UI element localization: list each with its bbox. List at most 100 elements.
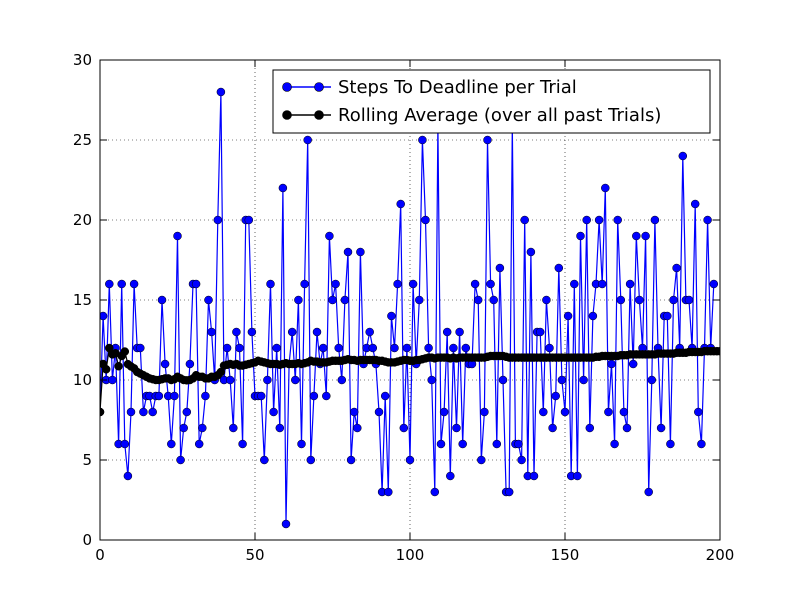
data-point xyxy=(449,343,458,353)
data-point xyxy=(204,295,213,305)
data-point xyxy=(337,375,347,385)
data-point xyxy=(619,407,629,417)
data-point xyxy=(666,439,675,449)
data-point xyxy=(291,375,300,385)
data-point xyxy=(207,327,216,337)
data-point xyxy=(374,407,384,417)
data-point xyxy=(278,183,288,193)
data-point xyxy=(477,455,486,465)
data-point xyxy=(256,391,266,401)
data-point xyxy=(697,439,706,449)
data-point xyxy=(160,359,170,369)
data-point xyxy=(647,375,657,385)
data-point xyxy=(198,423,207,433)
data-point xyxy=(486,279,495,289)
data-point xyxy=(495,263,505,273)
data-point xyxy=(650,215,660,225)
data-point xyxy=(669,295,678,305)
data-point xyxy=(520,215,529,225)
data-point xyxy=(548,423,557,433)
data-point xyxy=(340,295,350,305)
data-point xyxy=(641,231,650,241)
data-point xyxy=(424,343,433,353)
data-point xyxy=(303,135,312,145)
data-point xyxy=(517,455,526,465)
data-point xyxy=(173,231,182,241)
data-point xyxy=(526,247,536,257)
legend-marker-steps xyxy=(282,82,292,92)
data-point xyxy=(588,311,598,321)
data-point xyxy=(458,439,467,449)
data-point xyxy=(126,407,136,417)
data-point xyxy=(672,263,681,273)
data-point xyxy=(272,343,281,353)
y-tick-label: 25 xyxy=(73,131,92,149)
x-tick-label: 50 xyxy=(245,546,264,564)
data-point xyxy=(563,311,573,321)
data-point xyxy=(387,311,396,321)
data-point xyxy=(545,343,554,353)
data-point xyxy=(542,295,551,305)
data-point xyxy=(356,247,365,257)
data-point xyxy=(343,247,353,257)
data-point xyxy=(625,279,635,289)
data-point xyxy=(136,343,145,353)
data-point xyxy=(100,311,108,321)
data-point xyxy=(179,423,188,433)
data-point xyxy=(154,391,164,401)
data-point xyxy=(461,343,471,353)
data-point xyxy=(287,327,297,337)
data-point xyxy=(191,279,201,289)
data-point xyxy=(266,279,275,289)
data-point xyxy=(439,407,449,417)
data-point xyxy=(709,279,719,289)
data-point xyxy=(418,135,427,145)
data-point xyxy=(601,183,610,193)
data-point xyxy=(622,423,632,433)
y-tick-label: 30 xyxy=(73,51,92,69)
data-point xyxy=(408,279,418,289)
x-tick-label: 100 xyxy=(396,546,425,564)
data-point xyxy=(194,439,204,449)
data-point xyxy=(318,343,328,353)
data-point xyxy=(325,231,334,241)
data-point xyxy=(380,391,390,401)
data-point xyxy=(594,215,604,225)
x-tick-label: 150 xyxy=(551,546,580,564)
data-point xyxy=(123,471,133,481)
data-point xyxy=(244,215,254,225)
data-point xyxy=(480,407,489,417)
data-point xyxy=(616,295,626,305)
data-point xyxy=(539,407,548,417)
data-point xyxy=(489,295,498,305)
data-point xyxy=(309,391,319,401)
data-point xyxy=(334,343,343,353)
data-point xyxy=(105,279,114,289)
data-point xyxy=(176,455,185,465)
y-tick-label: 15 xyxy=(73,291,92,309)
data-point xyxy=(613,215,622,225)
data-point xyxy=(213,215,223,225)
data-point xyxy=(663,311,672,321)
data-point xyxy=(604,407,613,417)
data-point xyxy=(703,215,712,225)
data-point xyxy=(610,439,619,449)
data-point xyxy=(328,295,337,305)
data-point xyxy=(421,215,430,225)
data-point xyxy=(222,343,232,353)
legend-marker-rolling xyxy=(282,110,292,120)
x-tick-label: 0 xyxy=(95,546,105,564)
data-point xyxy=(129,279,139,289)
data-point xyxy=(101,365,111,374)
data-point xyxy=(446,471,455,481)
data-point xyxy=(430,487,440,497)
data-point xyxy=(557,375,567,385)
data-point xyxy=(229,423,238,433)
data-point xyxy=(117,279,126,289)
data-point xyxy=(597,279,607,289)
data-point xyxy=(684,295,694,305)
legend-box xyxy=(272,69,711,134)
axis-ticks: 0 50 100 150 200 0 5 10 15 20 25 30 xyxy=(73,51,734,564)
data-point xyxy=(201,391,210,401)
data-point xyxy=(455,327,464,337)
